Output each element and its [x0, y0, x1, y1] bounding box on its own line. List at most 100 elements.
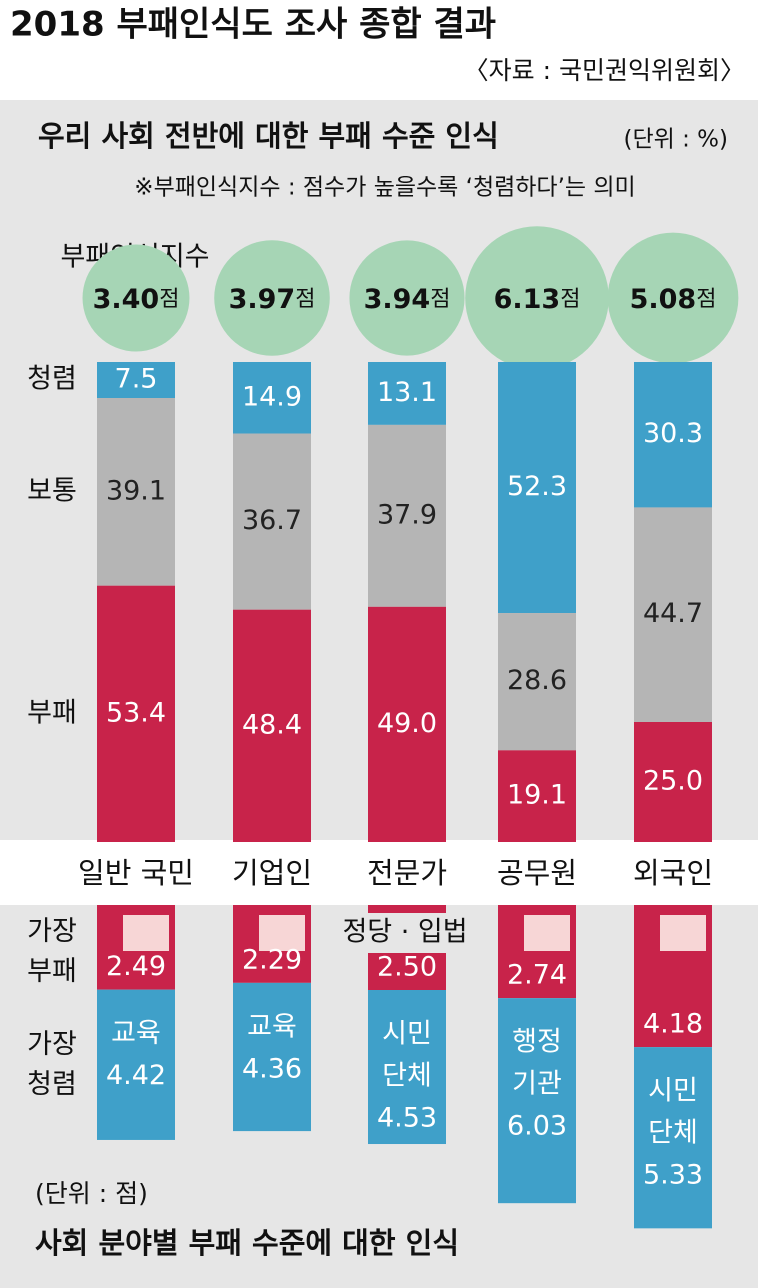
value-label: 6.03: [507, 1111, 567, 1142]
index-unit: 점: [430, 287, 450, 312]
value-label: 39.1: [106, 475, 166, 506]
index-value: 5.08점: [630, 284, 717, 315]
category-label: 전문가: [367, 856, 447, 890]
bar-segment: [368, 606, 446, 842]
index-value: 3.94점: [364, 284, 451, 315]
index-unit: 점: [696, 287, 716, 312]
field-box: [660, 915, 706, 951]
field-label-bg: [322, 913, 488, 953]
value-label: 4.42: [106, 1060, 166, 1091]
field-label: 교육: [247, 1011, 297, 1042]
index-number: 3.40: [93, 284, 160, 315]
field-box: [259, 915, 305, 951]
value-label: 13.1: [377, 377, 437, 408]
category-label: 일반 국민: [78, 856, 194, 890]
index-number: 6.13: [494, 284, 561, 315]
bar-segment: [634, 722, 712, 842]
field-label: 단체: [382, 1061, 432, 1092]
field-label: 정당 · 입법: [342, 917, 467, 948]
value-label: 14.9: [242, 381, 302, 412]
value-label: 4.18: [643, 1009, 703, 1040]
value-label: 5.33: [643, 1160, 703, 1191]
category-label: 외국인: [633, 856, 713, 890]
bar-segment: [634, 507, 712, 722]
bar-segment: [498, 998, 576, 1204]
bar-segment: [368, 990, 446, 1145]
note: ※부패인식지수 : 점수가 높을수록 ‘청렴하다’는 의미: [134, 175, 635, 201]
value-label: 37.9: [377, 499, 437, 530]
index-value: 3.40점: [93, 284, 180, 315]
field-label: 교육: [111, 1018, 161, 1049]
bar-segment: [634, 362, 712, 508]
bar-segment: [634, 1047, 712, 1229]
index-circle: [349, 240, 465, 356]
lower-unit: (단위 : 점): [35, 1179, 148, 1208]
value-label: 30.3: [643, 418, 703, 449]
main-title: 2018 부패인식도 조사 종합 결과: [10, 5, 496, 45]
upper-title: 우리 사회 전반에 대한 부패 수준 인식: [38, 119, 499, 153]
field-box: [524, 915, 570, 951]
index-unit: 점: [159, 287, 179, 312]
value-label: 2.50: [377, 952, 437, 983]
field-label: 기관: [512, 1069, 562, 1100]
bar-segment: [97, 362, 175, 398]
index-circle: [465, 226, 609, 370]
legend-label: 보통: [27, 475, 77, 506]
lower-title: 사회 분야별 부패 수준에 대한 인식: [35, 1226, 459, 1260]
index-unit: 점: [295, 287, 315, 312]
value-label: 7.5: [115, 364, 158, 395]
field-label: 행정: [512, 1027, 562, 1058]
bar-segment: [498, 750, 576, 842]
index-value: 6.13점: [494, 284, 581, 315]
value-label: 4.53: [377, 1103, 437, 1134]
value-label: 36.7: [242, 505, 302, 536]
index-value: 3.97점: [229, 284, 316, 315]
index-number: 5.08: [630, 284, 697, 315]
legend-line: 가장: [27, 916, 77, 947]
category-label: 공무원: [497, 856, 577, 890]
index-number: 3.94: [364, 284, 431, 315]
bar-segment: [233, 362, 311, 434]
upper-unit: (단위 : %): [624, 127, 729, 153]
index-circle: [214, 240, 330, 356]
legend-line: 청렴: [27, 1069, 77, 1100]
value-label: 49.0: [377, 708, 437, 739]
field-box: [123, 915, 169, 951]
legend-line: 부패: [27, 956, 77, 987]
bar-segment: [233, 433, 311, 610]
bar-segment: [368, 424, 446, 607]
value-label: 44.7: [643, 598, 703, 629]
bar-segment: [233, 982, 311, 1132]
bar-segment: [498, 613, 576, 751]
legend-line: 가장: [27, 1029, 77, 1060]
legend-label: 청렴: [27, 364, 77, 395]
value-label: 52.3: [507, 471, 567, 502]
value-label: 2.29: [242, 944, 302, 975]
source: 〈자료 : 국민권익위원회〉: [464, 56, 745, 85]
index-unit: 점: [560, 287, 580, 312]
value-label: 28.6: [507, 665, 567, 696]
bar-segment: [97, 398, 175, 586]
bar-segment: [498, 362, 576, 614]
value-label: 19.1: [507, 780, 567, 811]
value-label: 25.0: [643, 766, 703, 797]
bar-segment: [97, 989, 175, 1140]
index-number: 3.97: [229, 284, 296, 315]
bar-segment: [97, 585, 175, 842]
value-label: 2.74: [507, 960, 567, 991]
category-label: 기업인: [232, 856, 312, 890]
legend-label: 부패: [27, 697, 77, 728]
bar-segment: [233, 609, 311, 842]
field-label: 시민: [648, 1076, 698, 1107]
field-label: 단체: [648, 1118, 698, 1149]
field-label: 시민: [382, 1019, 432, 1050]
index-circle: [82, 244, 190, 352]
value-label: 2.49: [106, 951, 166, 982]
value-label: 53.4: [106, 697, 166, 728]
bar-segment: [368, 362, 446, 425]
value-label: 4.36: [242, 1053, 302, 1084]
index-circle: [607, 232, 739, 364]
